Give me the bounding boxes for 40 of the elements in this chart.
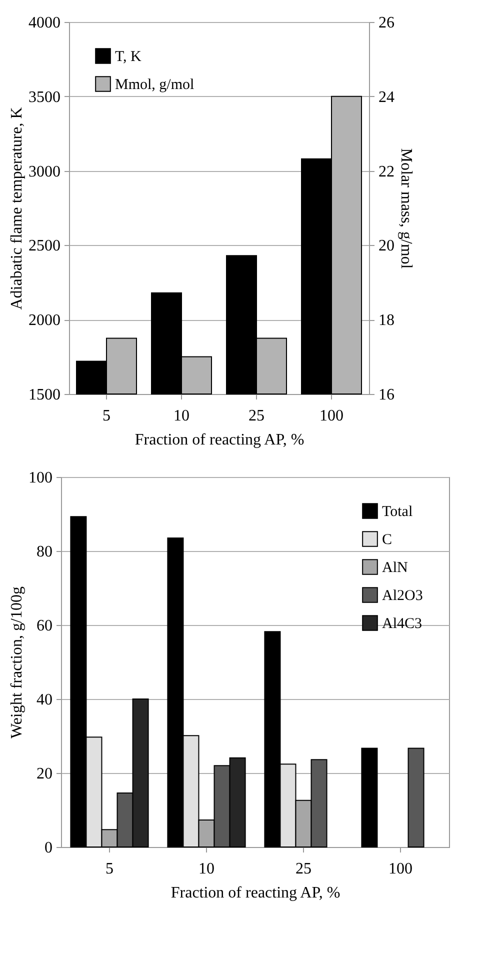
y-tick-label: 40 <box>36 692 52 708</box>
x-tick-label: 5 <box>102 408 110 424</box>
y2-tick-label: 18 <box>378 312 394 330</box>
legend-label: T, K <box>115 49 142 65</box>
legend-label: Al4C3 <box>382 616 422 632</box>
y-tick-label: 3000 <box>28 163 60 180</box>
x-tick-label: 10 <box>174 408 190 424</box>
legend-label: Total <box>382 504 413 520</box>
y-axis-title: Adiabatic flame temperature, K <box>8 106 26 310</box>
y-tick-label: 0 <box>44 840 52 856</box>
y-axis-title: Weight fraction, g/100g <box>8 586 26 739</box>
y-tick-label: 2500 <box>28 238 60 255</box>
legend-label: C <box>382 532 392 548</box>
x-tick-label: 100 <box>320 408 344 424</box>
x-tick-label: 5 <box>106 860 114 878</box>
y2-tick-label: 24 <box>378 88 394 106</box>
y2-tick-label: 16 <box>378 386 394 404</box>
legend-label: AlN <box>382 560 408 576</box>
y-tick-label: 3500 <box>28 88 60 106</box>
bar <box>408 748 424 848</box>
y-tick-label: 100 <box>28 470 52 486</box>
y-tick-label: 4000 <box>28 14 60 32</box>
legend-label: Al2O3 <box>382 588 423 604</box>
y2-tick-label: 26 <box>378 14 394 32</box>
y-tick-label: 80 <box>36 544 52 560</box>
bar <box>361 748 378 848</box>
y2-tick-label: 20 <box>378 238 394 255</box>
y-tick-label: 1500 <box>28 386 60 404</box>
y-tick-label: 2000 <box>28 312 60 330</box>
x-tick-label: 25 <box>248 408 264 424</box>
x-axis-title: Fraction of reacting AP, % <box>134 432 304 448</box>
legend-label: Mmol, g/mol <box>115 77 194 93</box>
x-axis-title: Fraction of reacting AP, % <box>170 884 340 902</box>
y-tick-label: 20 <box>36 766 52 782</box>
x-tick-label: 100 <box>388 860 412 878</box>
y-tick-label: 60 <box>36 618 52 634</box>
y2-axis-title: Molar mass, g/mol <box>398 148 414 270</box>
x-tick-label: 10 <box>198 860 214 878</box>
x-tick-label: 25 <box>296 860 312 878</box>
y2-tick-label: 22 <box>378 163 394 180</box>
